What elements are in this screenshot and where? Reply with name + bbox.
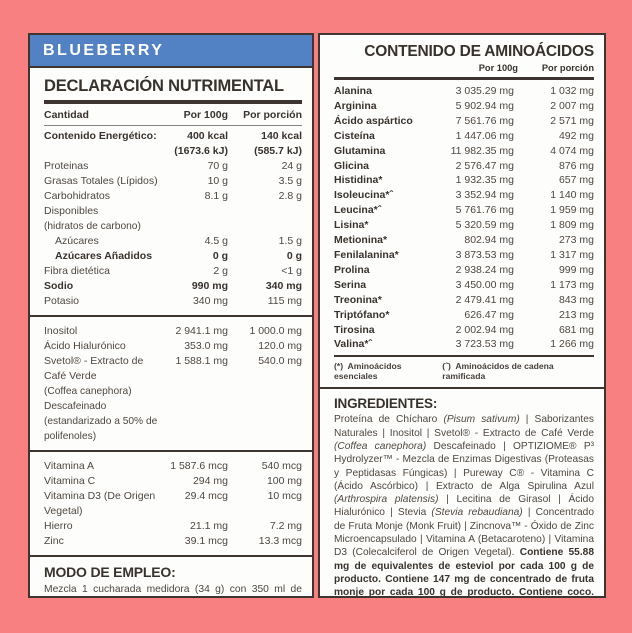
usage-heading: MODO DE EMPLEO: [44,564,176,580]
nutrition-row: Hierro 21.1 mg 7.2 mg [44,520,302,532]
nutrition-row: Vitamina C 294 mg 100 mg [44,475,302,487]
amino-row: Triptófano* 626.47 mg 213 mg [334,308,594,321]
nutrition-row: Sodio 990 mg 340 mg [44,280,302,292]
nutrition-row: Azúcares 4.5 g 1.5 g [55,235,302,247]
amino-row: Valina*ˆ 3 723.53 mg 1 266 mg [334,338,594,351]
amino-row: Serina 3 450.00 mg 1 173 mg [334,278,594,291]
nutrition-row: Vitamina D3 (De Origen Vegetal) 29.4 mcg 1… [44,490,302,517]
nutrition-row: Proteinas 70 g 24 g [44,160,302,172]
amino-row: Tirosina 2 002.94 mg 681 mg [334,323,594,336]
nutrition-row: Zinc 39.1 mcg 13.3 mcg [44,535,302,547]
nutrition-row: Svetol® - Extracto de Café Verde (Coffea … [44,355,302,442]
amino-row: Arginina 5 902.94 mg 2 007 mg [334,99,594,112]
ingredients-section: INGREDIENTES: Proteína de Chícharo (Pisu… [320,387,604,598]
flavor-name: BLUEBERRY [43,41,165,59]
amino-row: Histidina* 1 932.35 mg 657 mg [334,174,594,187]
nutrition-row: Contenido Energético: 400 kcal (1673.6 kJ)… [44,130,302,157]
amino-row: Lisina* 5 320.59 mg 1 809 mg [334,219,594,232]
actives-section: Inositol 2 941.1 mg 1 000.0 mg Ácido Hialur… [30,315,312,450]
amino-row: Fenilalanina* 3 873.53 mg 1 317 mg [334,248,594,261]
amino-col-portion-label: Por porción [541,63,594,73]
amino-row: Prolina 2 938.24 mg 999 mg [334,263,594,276]
amino-bottom-rule [334,355,594,358]
amino-row: Leucina*ˆ 5 761.76 mg 1 959 mg [334,204,594,217]
amino-title: CONTENIDO DE AMINOÁCIDOS [364,43,594,60]
title-rule [44,100,302,104]
col-per100-label: Por 100g [183,109,228,121]
amino-row: Glicina 2 576.47 mg 876 mg [334,159,594,172]
nutrition-row: Grasas Totales (Lípidos) 10 g 3.5 g [44,175,302,187]
amino-rows: Alanina 3 035.29 mg 1 032 mg Arginina 5 902.… [334,84,594,352]
ingredients-text: Proteína de Chícharo (Pisum sativum) | S… [334,414,595,598]
header-rule [44,125,302,126]
amino-row: Treonina* 2 479.41 mg 843 mg [334,293,594,306]
nutrition-title: DECLARACIÓN NUTRIMENTAL [44,77,284,95]
amino-acids-panel: CONTENIDO DE AMINOÁCIDOS Por 100g Por po… [318,33,606,598]
nutrition-row: Carbohidratos Disponibles (hidratos de ca… [44,190,302,232]
amino-row: Metionina* 802.94 mg 273 mg [334,234,594,247]
amino-section: CONTENIDO DE AMINOÁCIDOS Por 100g Por po… [320,35,604,387]
nutrition-table-section: DECLARACIÓN NUTRIMENTAL Cantidad Por 100… [30,66,312,315]
amino-top-rule [334,77,594,80]
amino-col-per100-label: Por 100g [478,63,518,73]
amino-row: Isoleucina*ˆ 3 352.94 mg 1 140 mg [334,189,594,202]
col-quantity-label: Cantidad [44,109,89,121]
usage-body: Mezcla 1 cucharada medidora (34 g) con 3… [44,583,302,596]
footnote-essential: (*) Aminoácidos esenciales [334,361,402,382]
nutrition-main-rows: Contenido Energético: 400 kcal (1673.6 kJ)… [44,129,302,309]
amino-row: Alanina 3 035.29 mg 1 032 mg [334,85,594,97]
amino-row: Glutamina 11 982.35 mg 4 074 mg [334,144,594,157]
ingredients-heading: INGREDIENTES: [334,396,438,412]
footnote-branched: (ˆ) Aminoácidos de cadena ramificada [442,361,554,382]
actives-rows: Inositol 2 941.1 mg 1 000.0 mg Ácido Hialur… [44,324,302,444]
usage-text-top: Mezcla 1 cucharada medidora (34 g) con 3… [44,584,302,595]
col-portion-label: Por porción [243,109,302,121]
amino-row: Cisteína 1 447.06 mg 492 mg [334,129,594,142]
nutrition-column-headers: Cantidad Por 100g Por porción [44,108,302,123]
nutrition-row: Ácido Hialurónico 353.0 mg 120.0 mg [44,340,302,352]
amino-footnotes: (*) Aminoácidos esenciales (ˆ) Aminoácid… [334,360,594,381]
nutrition-facts-panel: BLUEBERRY DECLARACIÓN NUTRIMENTAL Cantid… [28,33,314,598]
nutrition-row: Potasio 340 mg 115 mg [44,295,302,307]
nutrition-row: Fibra dietética 2 g <1 g [44,265,302,277]
amino-row: Ácido aspártico 7 561.76 mg 2 571 mg [334,114,594,127]
usage-section: MODO DE EMPLEO: Mezcla 1 cucharada medid… [30,555,312,596]
amino-column-headers: Por 100g Por porción [334,62,594,74]
nutrition-row: Inositol 2 941.1 mg 1 000.0 mg [44,325,302,337]
flavor-header-bar: BLUEBERRY [30,35,312,66]
